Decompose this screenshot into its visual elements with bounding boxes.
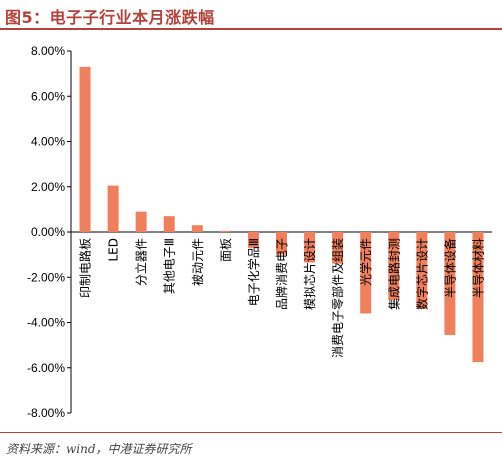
bar — [304, 232, 316, 263]
x-tick-label: LED — [107, 238, 121, 262]
bar — [332, 232, 344, 264]
x-tick-label: 被动元件 — [191, 238, 205, 286]
y-tick-label: 2.00% — [31, 180, 65, 194]
y-tick-label: 0.00% — [31, 225, 65, 239]
title-divider — [0, 28, 502, 30]
bar — [163, 216, 175, 232]
x-tick-label: 印制电路板 — [78, 238, 93, 298]
x-tick-label: 电子化学品Ⅲ — [246, 238, 261, 306]
x-tick-label: 集成电路封测 — [386, 238, 401, 310]
y-tick-label: -8.00% — [27, 406, 65, 420]
source-note: 资料来源：wind，中港证券研究所 — [6, 442, 192, 456]
y-tick-label: 6.00% — [31, 89, 65, 103]
bar — [444, 232, 456, 335]
bar — [135, 211, 147, 232]
chart-title: 图5：电子子行业本月涨跌幅 — [5, 8, 215, 27]
y-tick-label: -6.00% — [27, 361, 65, 375]
x-tick-label: 模拟芯片设计 — [303, 238, 317, 310]
x-tick-label: 其他电子Ⅲ — [163, 238, 177, 294]
y-tick-label: -2.00% — [27, 270, 65, 284]
x-tick-label: 数字芯片设计 — [414, 238, 429, 310]
title-bar: 图5：电子子行业本月涨跌幅 — [0, 0, 502, 30]
y-tick-label: 8.00% — [31, 44, 65, 58]
x-tick-label: 面板 — [219, 238, 233, 262]
bar — [472, 232, 484, 363]
bar — [247, 232, 259, 248]
bar — [191, 225, 203, 232]
bar — [360, 232, 372, 314]
x-tick-label: 分立器件 — [134, 238, 149, 286]
bar — [107, 185, 119, 232]
x-tick-label: 品牌消费电子 — [275, 238, 289, 310]
bar — [276, 232, 287, 255]
x-tick-label: 半导体设备 — [443, 238, 457, 298]
bar — [219, 230, 231, 232]
y-tick-label: -4.00% — [27, 316, 65, 330]
bar-chart: -8.00% -6.00% -4.00% -2.00% 0.00% 2.00% 4.00% 6… — [27, 44, 492, 420]
bar — [388, 232, 400, 300]
bar — [79, 66, 91, 233]
x-tick-label: 光学元件 — [358, 238, 373, 286]
footer-divider — [0, 432, 502, 433]
bar — [416, 232, 428, 309]
x-tick-label: 半导体材料 — [471, 238, 485, 298]
x-tick-label: 消费电子零部件及组装 — [330, 238, 345, 358]
y-tick-label: 4.00% — [31, 135, 65, 149]
